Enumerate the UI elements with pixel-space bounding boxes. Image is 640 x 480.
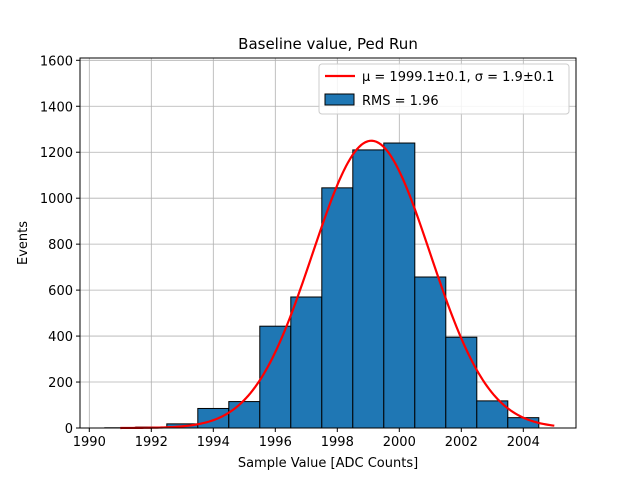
histogram-bar (259, 325, 292, 429)
y-tick-label: 200 (48, 376, 73, 391)
y-tick-label: 1000 (40, 192, 73, 207)
y-axis-ticks: 0 200 400 600 800 1000 1200 1400 1600 (40, 54, 80, 437)
x-tick-label: 2000 (383, 435, 416, 450)
legend-fit-label: μ = 1999.1±0.1, σ = 1.9±0.1 (362, 70, 554, 85)
histogram-bar (228, 401, 261, 429)
y-tick-label: 1400 (40, 100, 73, 115)
histogram-bar (290, 296, 323, 429)
y-tick-label: 800 (48, 238, 73, 253)
y-tick-label: 400 (48, 330, 73, 345)
chart-title: Baseline value, Ped Run (238, 35, 418, 53)
x-tick-label: 2004 (507, 435, 540, 450)
x-axis-label: Sample Value [ADC Counts] (238, 456, 418, 471)
legend-hist-label: RMS = 1.96 (362, 94, 439, 109)
x-tick-label: 1998 (321, 435, 354, 450)
histogram-bar (445, 336, 478, 429)
x-tick-label: 1994 (197, 435, 230, 450)
x-tick-label: 1990 (73, 435, 106, 450)
histogram-bar (352, 149, 385, 429)
histogram-bar (383, 142, 416, 429)
y-tick-label: 1600 (40, 54, 73, 69)
y-axis-label: Events (16, 221, 31, 265)
plot-frame (79, 57, 577, 429)
gaussian-fit-curve (120, 139, 555, 430)
legend: μ = 1999.1±0.1, σ = 1.9±0.1 RMS = 1.96 (318, 63, 570, 115)
histogram-bar (321, 187, 354, 429)
x-tick-label: 2002 (445, 435, 478, 450)
y-tick-label: 0 (65, 422, 73, 437)
legend-hist-swatch (324, 93, 355, 106)
x-tick-label: 1996 (259, 435, 292, 450)
legend-box (318, 63, 570, 115)
histogram-bar (414, 276, 447, 429)
x-tick-label: 1992 (135, 435, 168, 450)
x-axis-ticks: 1990 1992 1994 1996 1998 2000 2002 2004 (73, 428, 540, 450)
histogram-bar (197, 407, 230, 429)
y-tick-label: 1200 (40, 146, 73, 161)
y-tick-label: 600 (48, 284, 73, 299)
histogram-bars (104, 142, 540, 429)
